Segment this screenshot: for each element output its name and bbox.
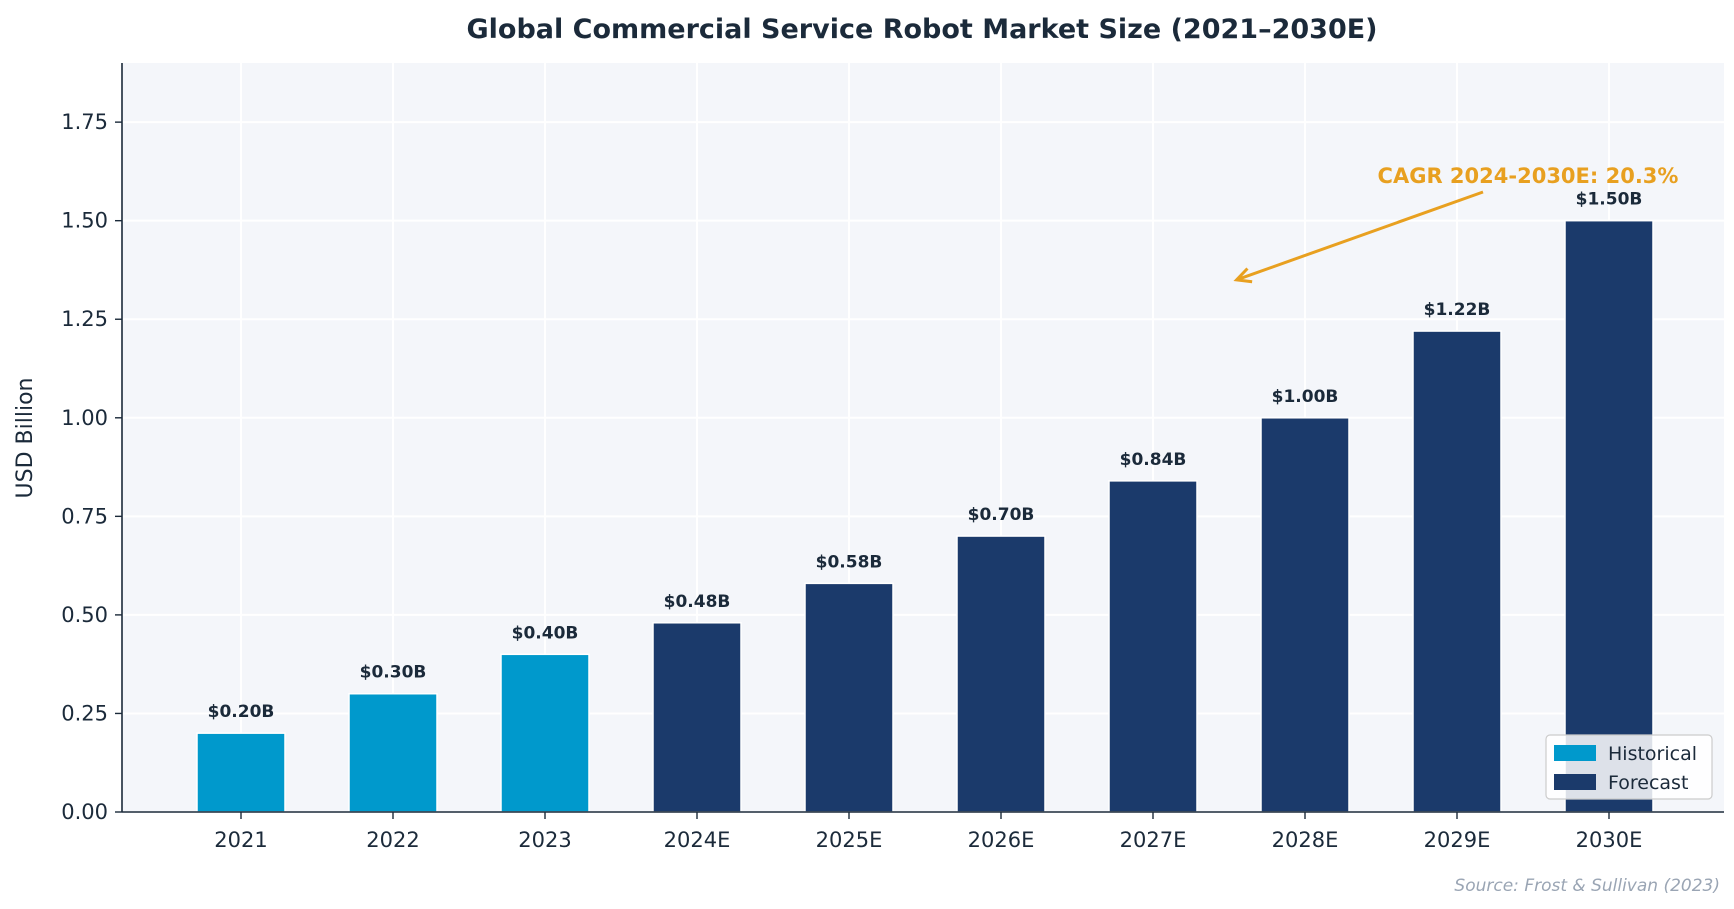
data-label: $1.22B — [1424, 300, 1491, 320]
x-tick-label: 2029E — [1424, 828, 1491, 852]
y-tick-label: 1.50 — [61, 209, 108, 233]
bar-2027E — [1108, 480, 1198, 813]
data-label: $1.00B — [1272, 387, 1339, 407]
data-label: $1.50B — [1576, 190, 1643, 210]
x-tick-label: 2028E — [1272, 828, 1339, 852]
y-tick-label: 0.75 — [61, 504, 108, 528]
y-tick-label: 0.50 — [61, 603, 108, 627]
bars — [196, 219, 1654, 813]
bar-2024E — [652, 622, 742, 813]
bar-2023 — [500, 653, 590, 813]
data-label: $0.48B — [664, 592, 731, 612]
bar-2029E — [1412, 330, 1502, 813]
data-label: $0.20B — [208, 702, 275, 722]
annotation-arrow-line — [1236, 190, 1484, 282]
annotation-arrow-head — [1233, 267, 1253, 284]
source-note: Source: Frost & Sullivan (2023) — [1454, 876, 1720, 896]
x-tick-label: 2030E — [1576, 828, 1643, 852]
data-label: $0.30B — [360, 663, 427, 683]
legend-label-historical: Historical — [1608, 743, 1697, 765]
data-label: $0.84B — [1120, 450, 1187, 470]
y-tick-label: 1.75 — [61, 110, 108, 134]
bar-2022 — [348, 692, 438, 813]
y-tick-label: 0.25 — [61, 701, 108, 725]
x-tick-label: 2025E — [816, 828, 883, 852]
y-tick-label: 0.00 — [61, 800, 108, 824]
x-tick-label: 2026E — [968, 828, 1035, 852]
y-tick-label: 1.25 — [61, 307, 108, 331]
x-tick-label: 2022 — [366, 828, 419, 852]
legend-swatch-historical — [1554, 745, 1596, 761]
data-label: $0.70B — [968, 505, 1035, 525]
data-label: $0.58B — [816, 552, 883, 572]
y-axis-label: USD Billion — [13, 378, 38, 499]
legend-swatch-forecast — [1554, 774, 1596, 790]
bar-2030E — [1564, 219, 1654, 813]
x-tick-label: 2027E — [1120, 828, 1187, 852]
legend[interactable]: Historical Forecast — [1545, 734, 1713, 800]
chart-title: Global Commercial Service Robot Market S… — [466, 14, 1377, 45]
bar-2025E — [804, 582, 894, 813]
bar-2028E — [1260, 417, 1350, 813]
x-tick-label: 2023 — [518, 828, 571, 852]
x-tick-label: 2024E — [664, 828, 731, 852]
data-labels: $0.20B $0.30B $0.40B $0.48B $0.58B $0.70B $0.8… — [208, 190, 1643, 722]
data-label: $0.40B — [512, 623, 579, 643]
x-ticks: 2021 2022 2023 2024E 2025E 2026E 2027E 2028E 202… — [214, 812, 1642, 852]
legend-label-forecast: Forecast — [1608, 772, 1688, 794]
bar-2021 — [196, 732, 286, 813]
bar-2026E — [956, 535, 1046, 813]
y-tick-label: 1.00 — [61, 406, 108, 430]
y-ticks: 0.00 0.25 0.50 0.75 1.00 1.25 1.50 1.75 — [61, 110, 122, 824]
x-tick-label: 2021 — [214, 828, 267, 852]
annotation-text: CAGR 2024-2030E: 20.3% — [1378, 164, 1679, 188]
cagr-annotation: CAGR 2024-2030E: 20.3% — [1233, 164, 1679, 284]
